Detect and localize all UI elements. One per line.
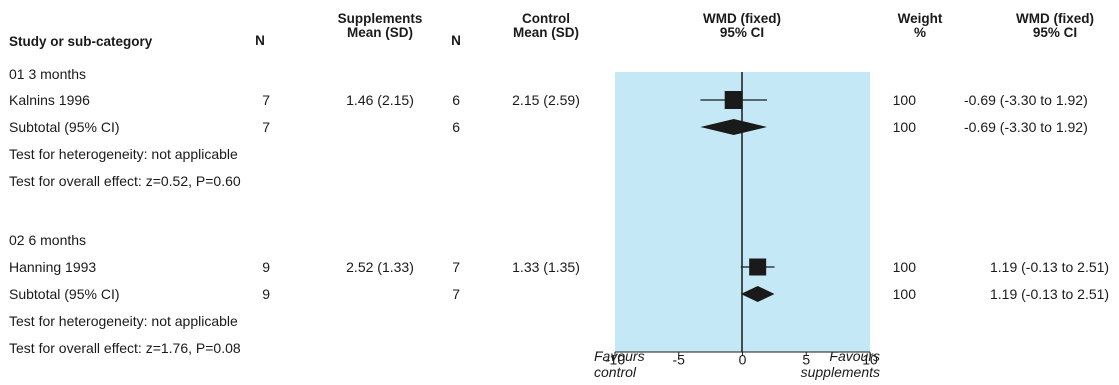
study-weight-kalnins: 100 xyxy=(892,92,916,108)
x-tick-label: -10 xyxy=(605,351,625,367)
heterogeneity-3-months: Test for heterogeneity: not applicable xyxy=(9,146,238,162)
study-ctrl-kalnins: 2.15 (2.59) xyxy=(512,92,580,108)
subtotal-name-3-months: Subtotal (95% CI) xyxy=(9,119,120,135)
study-supp-hanning: 2.52 (1.33) xyxy=(346,259,414,275)
header-supplements-line1: Supplements xyxy=(337,11,423,26)
x-tick-label: 0 xyxy=(739,351,747,367)
subtotal-ci-6-months: 1.19 (-0.13 to 2.51) xyxy=(990,286,1110,302)
study-n2-hanning: 7 xyxy=(452,259,460,275)
x-tick-label: 10 xyxy=(862,351,878,367)
subtotal-n2-3-months: 6 xyxy=(452,119,460,135)
header-weight-line2: % xyxy=(913,25,926,40)
header-wmd-line1: WMD (fixed) xyxy=(703,11,781,26)
subtotal-diamond-3-months xyxy=(700,119,767,135)
estimate-square-kalnins-1996 xyxy=(724,91,743,109)
header-wmd2-line1: WMD (fixed) xyxy=(1016,11,1094,26)
study-weight-hanning: 100 xyxy=(892,259,916,275)
estimate-square-hanning-1993 xyxy=(749,258,767,276)
subtotal-weight-3-months: 100 xyxy=(892,119,916,135)
study-n2-kalnins: 6 xyxy=(452,92,460,108)
subtotal-n2-6-months: 7 xyxy=(452,286,460,302)
header-control-line1: Control xyxy=(522,11,570,26)
study-n1-hanning: 9 xyxy=(262,259,270,275)
subtotal-n1-6-months: 9 xyxy=(262,286,270,302)
study-name-hanning: Hanning 1993 xyxy=(9,259,97,275)
header-study: Study or sub-category xyxy=(9,34,153,49)
overall-effect-6-months: Test for overall effect: z=1.76, P=0.08 xyxy=(9,340,241,356)
study-n1-kalnins: 7 xyxy=(262,92,270,108)
header-n-supplements: N xyxy=(255,33,265,48)
subtotal-n1-3-months: 7 xyxy=(262,119,270,135)
header-weight-line1: Weight xyxy=(897,11,943,26)
group-title-3-months: 01 3 months xyxy=(9,66,87,82)
overall-effect-3-months: Test for overall effect: z=0.52, P=0.60 xyxy=(9,173,241,189)
x-tick-label: -5 xyxy=(673,351,686,367)
subtotal-ci-3-months: -0.69 (-3.30 to 1.92) xyxy=(964,119,1088,135)
subtotal-diamond-6-months xyxy=(740,286,775,302)
study-ctrl-hanning: 1.33 (1.35) xyxy=(512,259,580,275)
x-axis-ticks: -10 -5 0 5 10 xyxy=(605,351,878,367)
header-n-control: N xyxy=(451,33,461,48)
x-tick-label: 5 xyxy=(802,351,810,367)
study-ci-hanning: 1.19 (-0.13 to 2.51) xyxy=(990,259,1110,275)
favours-control-line2: control xyxy=(594,364,637,380)
header-supplements-line2: Mean (SD) xyxy=(346,25,413,40)
favours-supplements-line1: Favours xyxy=(829,348,880,364)
favours-control-line1: Favours xyxy=(594,348,645,364)
favours-supplements-line2: supplements xyxy=(800,364,880,380)
study-name-kalnins: Kalnins 1996 xyxy=(9,92,90,108)
study-ci-kalnins: -0.69 (-3.30 to 1.92) xyxy=(964,92,1088,108)
header-wmd-line2: 95% CI xyxy=(719,25,765,40)
subtotal-weight-6-months: 100 xyxy=(892,286,916,302)
study-supp-kalnins: 1.46 (2.15) xyxy=(346,92,414,108)
header-control-line2: Mean (SD) xyxy=(512,25,579,40)
heterogeneity-6-months: Test for heterogeneity: not applicable xyxy=(9,313,238,329)
header-wmd2-line2: 95% CI xyxy=(1032,25,1078,40)
subtotal-name-6-months: Subtotal (95% CI) xyxy=(9,286,120,302)
group-title-6-months: 02 6 months xyxy=(9,232,87,248)
